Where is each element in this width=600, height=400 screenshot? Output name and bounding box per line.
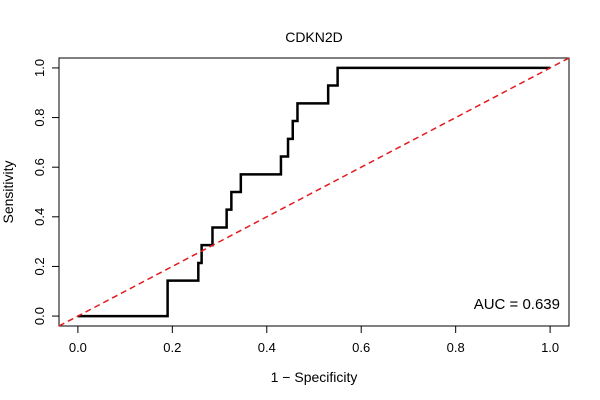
y-tick-label: 0.2 <box>32 257 47 275</box>
auc-annotation: AUC = 0.639 <box>474 296 560 313</box>
y-axis-title: Sensitivity <box>0 160 16 223</box>
y-tick-label: 1.0 <box>32 59 47 77</box>
x-axis: 0.0 0.2 0.4 0.6 0.8 1.0 <box>69 325 559 355</box>
x-tick-label: 0.0 <box>69 340 87 355</box>
series-layer <box>58 57 570 327</box>
x-tick-label: 0.4 <box>258 340 276 355</box>
y-tick-label: 0.8 <box>32 109 47 127</box>
x-tick-label: 0.2 <box>163 340 181 355</box>
x-tick-label: 0.8 <box>447 340 465 355</box>
roc-curve-line <box>77 66 551 318</box>
y-tick-label: 0.0 <box>32 307 47 325</box>
chart-title: CDKN2D <box>285 29 343 45</box>
y-tick-label: 0.6 <box>32 158 47 176</box>
y-axis: 0.0 0.2 0.4 0.6 0.8 1.0 <box>32 59 60 325</box>
x-axis-title: 1 − Specificity <box>271 369 358 385</box>
y-tick-label: 0.4 <box>32 208 47 226</box>
x-tick-label: 1.0 <box>541 340 559 355</box>
x-tick-label: 0.6 <box>352 340 370 355</box>
chance-diagonal-line <box>58 57 570 327</box>
plot-frame <box>58 57 570 327</box>
